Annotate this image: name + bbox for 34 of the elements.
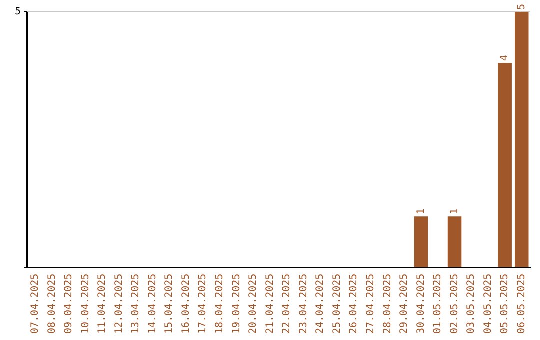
x-tick-label: 02.05.2025 — [449, 274, 460, 334]
x-tick-label: 28.04.2025 — [382, 274, 394, 334]
x-tick-label: 04.05.2025 — [482, 274, 494, 334]
data-label: 4 — [500, 55, 511, 62]
x-tick-label: 10.04.2025 — [80, 274, 92, 334]
x-tick-label: 09.04.2025 — [64, 274, 75, 334]
x-tick-label: 18.04.2025 — [214, 274, 226, 334]
x-tick-label: 11.04.2025 — [97, 274, 108, 334]
data-label: 1 — [416, 208, 427, 215]
x-tick-label: 22.04.2025 — [282, 274, 293, 334]
x-tick-label: 08.04.2025 — [46, 274, 58, 334]
x-tick-label: 29.04.2025 — [399, 274, 410, 334]
x-tick-label: 19.04.2025 — [231, 274, 242, 334]
x-tick-label: 06.05.2025 — [516, 274, 528, 334]
x-tick-label: 20.04.2025 — [248, 274, 260, 334]
x-tick-label: 30.04.2025 — [416, 274, 427, 334]
x-tick-label: 12.04.2025 — [114, 274, 125, 334]
x-tick-label: 16.04.2025 — [180, 274, 192, 334]
x-tick-label: 21.04.2025 — [264, 274, 276, 334]
x-tick-label: 25.04.2025 — [332, 274, 343, 334]
x-tick-label: 01.05.2025 — [432, 274, 444, 334]
x-tick-label: 05.05.2025 — [500, 274, 511, 334]
x-tick-label: 15.04.2025 — [164, 274, 176, 334]
x-tick-label: 13.04.2025 — [130, 274, 142, 334]
x-tick-label: 26.04.2025 — [348, 274, 360, 334]
x-tick-label: 24.04.2025 — [315, 274, 326, 334]
x-tick-label: 23.04.2025 — [298, 274, 310, 334]
x-tick-label: 17.04.2025 — [198, 274, 209, 334]
x-tick-label: 27.04.2025 — [365, 274, 376, 334]
data-label: 5 — [516, 4, 528, 10]
x-tick-label: 14.04.2025 — [147, 274, 158, 334]
x-tick-label: 07.04.2025 — [30, 274, 41, 334]
x-tick-label: 03.05.2025 — [466, 274, 478, 334]
data-label: 1 — [449, 208, 460, 215]
